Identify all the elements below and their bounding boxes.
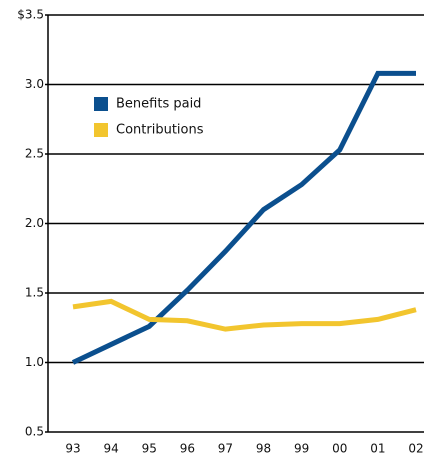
x-tick-label: 01 xyxy=(370,442,385,456)
y-tick-label: $3.5 xyxy=(17,8,44,22)
legend-swatch xyxy=(94,123,108,137)
x-tick-label: 98 xyxy=(256,442,271,456)
x-tick-label: 96 xyxy=(180,442,195,456)
legend-swatch xyxy=(94,97,108,111)
y-tick-label: 0.5 xyxy=(25,425,44,439)
x-tick-label: 99 xyxy=(294,442,309,456)
x-tick-label: 02 xyxy=(408,442,423,456)
x-tick-label: 95 xyxy=(142,442,157,456)
legend-label: Contributions xyxy=(116,123,204,138)
x-tick-label: 94 xyxy=(103,442,118,456)
y-tick-label: 3.0 xyxy=(25,77,44,91)
y-tick-label: 2.0 xyxy=(25,216,44,230)
y-tick-label: 1.0 xyxy=(25,355,44,369)
x-tick-label: 97 xyxy=(218,442,233,456)
legend-label: Benefits paid xyxy=(116,97,201,112)
x-tick-label: 93 xyxy=(65,442,80,456)
y-tick-label: 2.5 xyxy=(25,147,44,161)
series-line xyxy=(72,298,417,332)
x-tick-label: 00 xyxy=(332,442,347,456)
y-tick-label: 1.5 xyxy=(25,286,44,300)
series-line xyxy=(71,70,416,365)
